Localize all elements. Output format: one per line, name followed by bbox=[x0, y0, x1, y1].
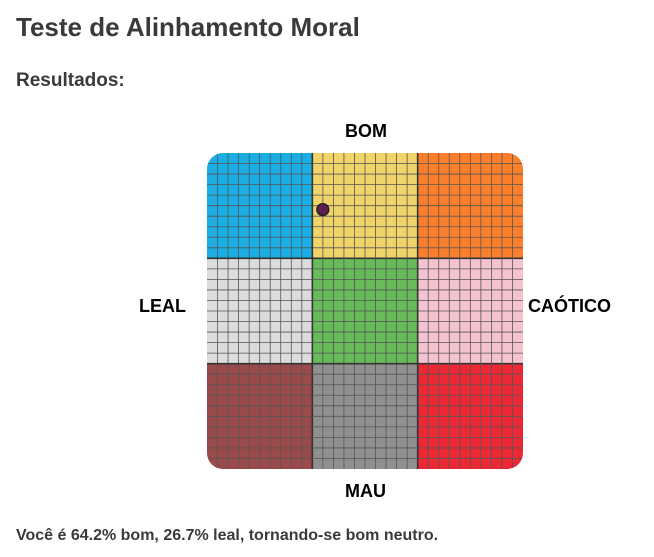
alignment-grid-svg bbox=[207, 153, 523, 469]
axis-label-evil: MAU bbox=[345, 481, 386, 501]
alignment-chart bbox=[207, 153, 523, 469]
result-summary: Você é 64.2% bom, 26.7% leal, tornando-s… bbox=[16, 527, 439, 544]
results-heading: Resultados: bbox=[16, 70, 125, 91]
axis-label-lawful: LEAL bbox=[139, 296, 186, 316]
axis-label-good: BOM bbox=[345, 121, 387, 141]
result-point bbox=[316, 202, 330, 217]
page-title: Teste de Alinhamento Moral bbox=[16, 12, 360, 42]
axis-label-chaotic: CAÓTICO bbox=[528, 296, 611, 316]
